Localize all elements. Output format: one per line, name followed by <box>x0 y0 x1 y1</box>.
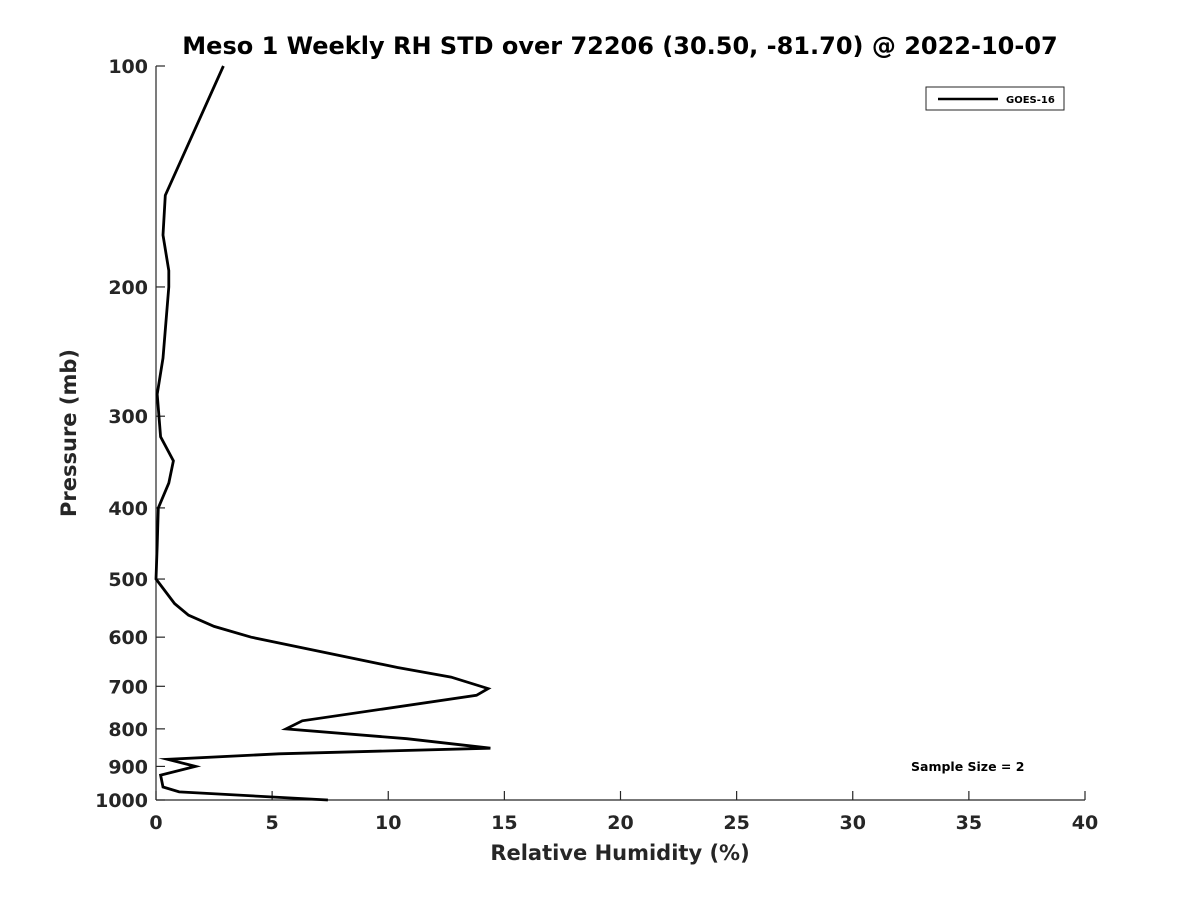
x-tick-label: 25 <box>723 812 749 834</box>
y-tick-label: 300 <box>108 406 148 428</box>
y-tick-label: 1000 <box>95 790 148 812</box>
x-tick-label: 15 <box>491 812 517 834</box>
y-tick-label: 600 <box>108 627 148 649</box>
y-tick-label: 200 <box>108 277 148 299</box>
x-tick-label: 10 <box>375 812 401 834</box>
sample-size-annotation: Sample Size = 2 <box>911 759 1024 774</box>
legend-label-goes-16: GOES-16 <box>1006 95 1055 106</box>
axes <box>155 66 1085 801</box>
y-ticks: 100 200 300 400 500 600 700 800 900 1000 <box>95 56 165 812</box>
chart-title: Meso 1 Weekly RH STD over 72206 (30.50, … <box>182 32 1057 60</box>
y-tick-label: 100 <box>108 56 148 78</box>
y-axis-label: Pressure (mb) <box>57 349 81 517</box>
x-tick-label: 35 <box>956 812 982 834</box>
x-tick-label: 40 <box>1072 812 1098 834</box>
x-tick-label: 5 <box>266 812 279 834</box>
x-ticks: 0 5 10 15 20 25 30 35 40 <box>149 791 1098 834</box>
y-tick-label: 800 <box>108 719 148 741</box>
series-layer <box>154 65 492 802</box>
y-tick-label: 500 <box>108 569 148 591</box>
y-tick-label: 400 <box>108 498 148 520</box>
x-tick-label: 20 <box>607 812 633 834</box>
y-tick-label: 900 <box>108 756 148 778</box>
x-tick-label: 0 <box>149 812 162 834</box>
x-tick-label: 30 <box>840 812 866 834</box>
legend: GOES-16 <box>925 86 1065 111</box>
y-tick-label: 700 <box>108 676 148 698</box>
x-axis-label: Relative Humidity (%) <box>490 841 749 865</box>
series-line-goes-16 <box>154 65 492 802</box>
